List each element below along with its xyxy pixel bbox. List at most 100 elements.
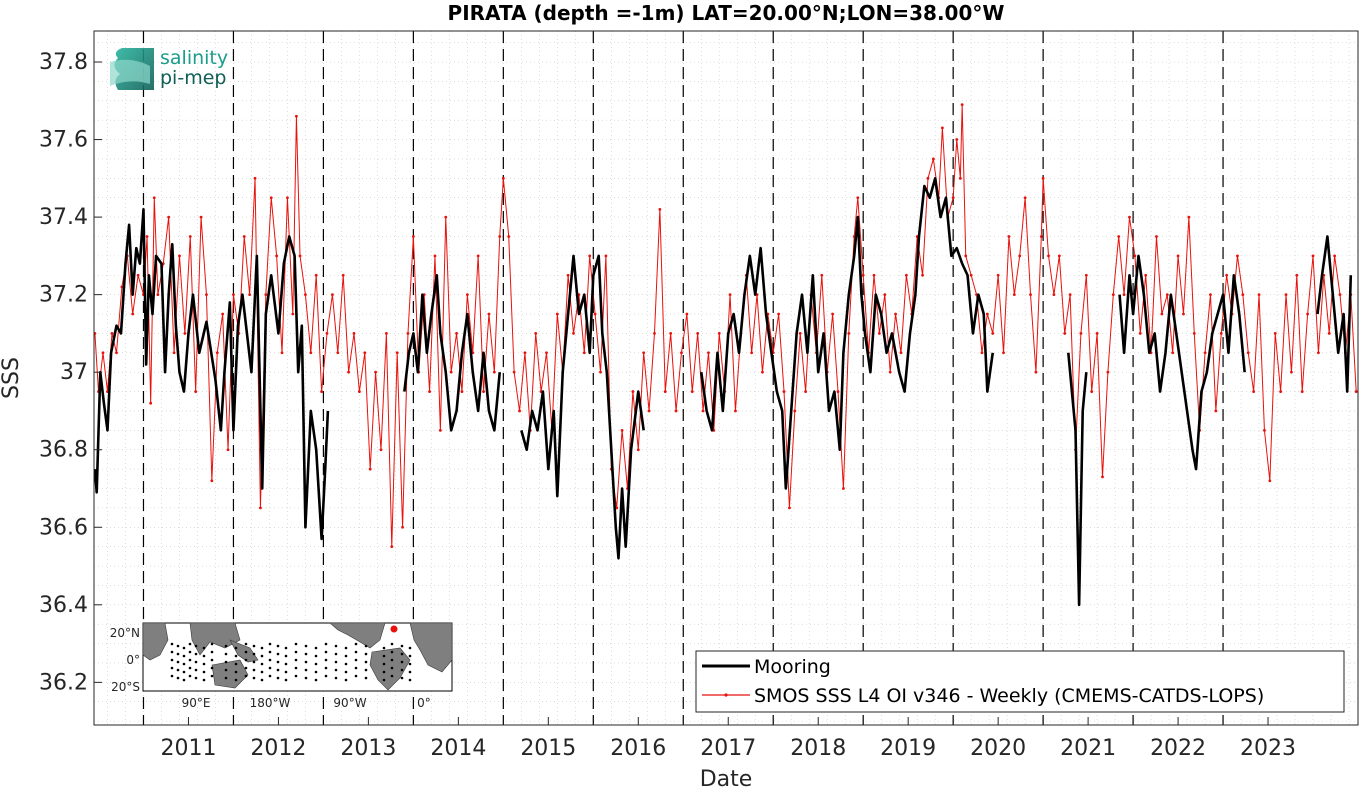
series-smos-point: [465, 293, 469, 297]
series-smos-point: [1327, 332, 1331, 335]
y-tick-label: 36.8: [39, 438, 88, 463]
series-smos-point: [1111, 293, 1115, 297]
series-smos-point: [145, 235, 149, 238]
series-smos-point: [411, 235, 415, 238]
salinity-pi-mep-logo: salinity pi-mep: [110, 47, 228, 90]
series-smos-point: [690, 390, 694, 393]
series-smos-point: [680, 351, 683, 355]
series-smos-point: [1138, 332, 1142, 335]
inset-mooring-dot: [324, 674, 328, 678]
inset-mooring-dot: [324, 666, 328, 670]
series-smos-point: [1333, 254, 1337, 258]
series-smos-point: [545, 351, 548, 355]
inset-mooring-dot: [188, 642, 192, 646]
series-smos-point: [331, 293, 334, 297]
inset-mooring-dot: [170, 650, 174, 654]
series-smos-point: [1029, 293, 1032, 297]
series-smos-point: [842, 487, 845, 490]
inset-landmasses: [142, 622, 453, 691]
series-smos-point: [1338, 293, 1342, 297]
inset-mooring-dot: [210, 650, 214, 654]
series-smos-point: [1007, 235, 1011, 238]
series-smos-point: [951, 196, 955, 200]
inset-mooring-dot: [210, 658, 214, 662]
series-smos-point: [620, 428, 624, 432]
series-smos-point: [347, 370, 350, 374]
legend: Mooring SMOS SSS L4 OI v346 - Weekly (CM…: [695, 650, 1345, 713]
series-smos-point: [1268, 479, 1272, 483]
series-smos-point: [777, 312, 781, 316]
series-smos-point: [487, 312, 491, 316]
series-smos-point: [194, 390, 198, 393]
inset-mooring-dot: [170, 666, 174, 670]
series-smos-point: [582, 351, 586, 355]
inset-mooring-dot: [276, 660, 280, 664]
series-smos-point: [1225, 273, 1229, 277]
inset-mooring-dot: [364, 668, 368, 672]
inset-lat-label-20n: 20°N: [110, 626, 140, 640]
series-smos-point: [363, 351, 367, 355]
series-smos-point: [883, 293, 887, 297]
series-smos-point: [275, 254, 279, 258]
logo-text-salinity: salinity: [160, 47, 228, 69]
inset-mooring-dot: [194, 660, 198, 664]
inset-mooring-dot: [276, 652, 280, 656]
inset-mooring-dot: [224, 676, 228, 680]
inset-mooring-dot: [182, 678, 186, 682]
inset-mooring-dot: [202, 654, 206, 658]
inset-lat-label-20s: 20°S: [111, 680, 140, 694]
series-smos-point: [482, 390, 485, 393]
series-smos-point: [642, 351, 646, 355]
inset-mooring-dot: [194, 676, 198, 680]
series-smos-point: [205, 293, 208, 297]
series-smos-point: [1295, 273, 1299, 277]
inset-mooring-dot: [390, 666, 394, 670]
series-smos-point: [899, 351, 903, 355]
series-smos-point: [1273, 332, 1277, 335]
series-smos-point: [390, 545, 394, 549]
series-smos-point: [286, 196, 289, 200]
inset-mooring-dot: [194, 668, 198, 672]
series-smos-point: [374, 370, 377, 374]
inset-lon-label-90e: 90°E: [182, 696, 211, 710]
inset-mooring-dot: [408, 678, 412, 682]
inset-mooring-dot: [354, 658, 358, 662]
series-smos-point: [1133, 254, 1137, 258]
series-smos-point: [1290, 370, 1293, 374]
series-smos-point: [120, 285, 124, 289]
inset-mooring-dot: [364, 676, 368, 680]
inset-mooring-dot: [400, 676, 404, 680]
inset-mooring-dot: [252, 676, 256, 680]
inset-mooring-dot: [182, 662, 186, 666]
series-smos-point: [1128, 215, 1131, 219]
series-smos-point: [599, 370, 602, 374]
inset-mooring-dot: [176, 652, 180, 656]
y-tick-label: 37.8: [39, 50, 88, 75]
inset-mooring-dot: [294, 666, 298, 670]
series-smos-point: [291, 312, 295, 316]
x-tick-label: 2013: [340, 736, 396, 761]
series-smos-point: [395, 351, 399, 355]
x-tick-label: 2018: [790, 736, 846, 761]
series-smos-point: [1041, 176, 1045, 180]
inset-mooring-dot: [334, 652, 338, 656]
series-smos-point: [572, 332, 575, 335]
y-axis-ticks: 37.8 37.6 37.4 37.2 37 36.8 36.6 36.4 36.2: [39, 50, 102, 695]
series-smos-point: [232, 293, 235, 297]
series-smos-point: [320, 390, 324, 393]
series-smos-point: [178, 254, 181, 258]
inset-lon-label-0: 0°: [417, 696, 431, 710]
series-smos-point: [1155, 235, 1158, 238]
series-smos-point: [248, 293, 252, 297]
series-smos-point: [518, 409, 521, 413]
series-smos-point: [804, 390, 808, 393]
inset-mooring-dot: [268, 666, 272, 670]
series-smos-point: [428, 390, 431, 393]
series-smos-point: [888, 370, 892, 374]
inset-mooring-dot: [354, 650, 358, 654]
series-smos-point: [1144, 273, 1148, 277]
inset-mooring-dot: [268, 642, 272, 646]
series-smos-point: [798, 332, 802, 335]
inset-mooring-dot: [364, 644, 368, 648]
